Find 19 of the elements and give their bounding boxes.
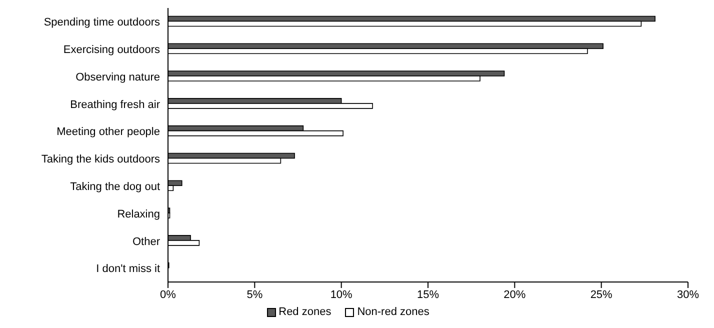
y-tick-label: Exercising outdoors [63,44,160,56]
y-tick-label: Other [132,236,160,248]
x-tick-label: 25% [590,288,613,301]
x-tick-label: 15% [416,288,440,301]
legend-label: Red zones [278,306,332,318]
x-tick-label: 30% [676,288,700,301]
x-tick-label: 10% [330,288,353,301]
x-tick-label: 5% [246,288,263,301]
y-tick-label: Spending time outdoors [44,16,160,29]
y-tick-label: Taking the dog out [70,181,160,194]
y-tick-label: Breathing fresh air [70,98,160,111]
y-tick-label: Taking the kids outdoors [41,154,160,166]
y-tick-label: Relaxing [117,208,160,220]
y-tick-label: Observing nature [76,71,160,84]
x-tick-label: 20% [504,288,526,301]
legend-label: Non-red zones [357,306,430,318]
y-tick-label: Meeting other people [56,126,160,138]
y-tick-label: I don't miss it [96,263,160,276]
x-tick-label: 0% [160,288,176,301]
